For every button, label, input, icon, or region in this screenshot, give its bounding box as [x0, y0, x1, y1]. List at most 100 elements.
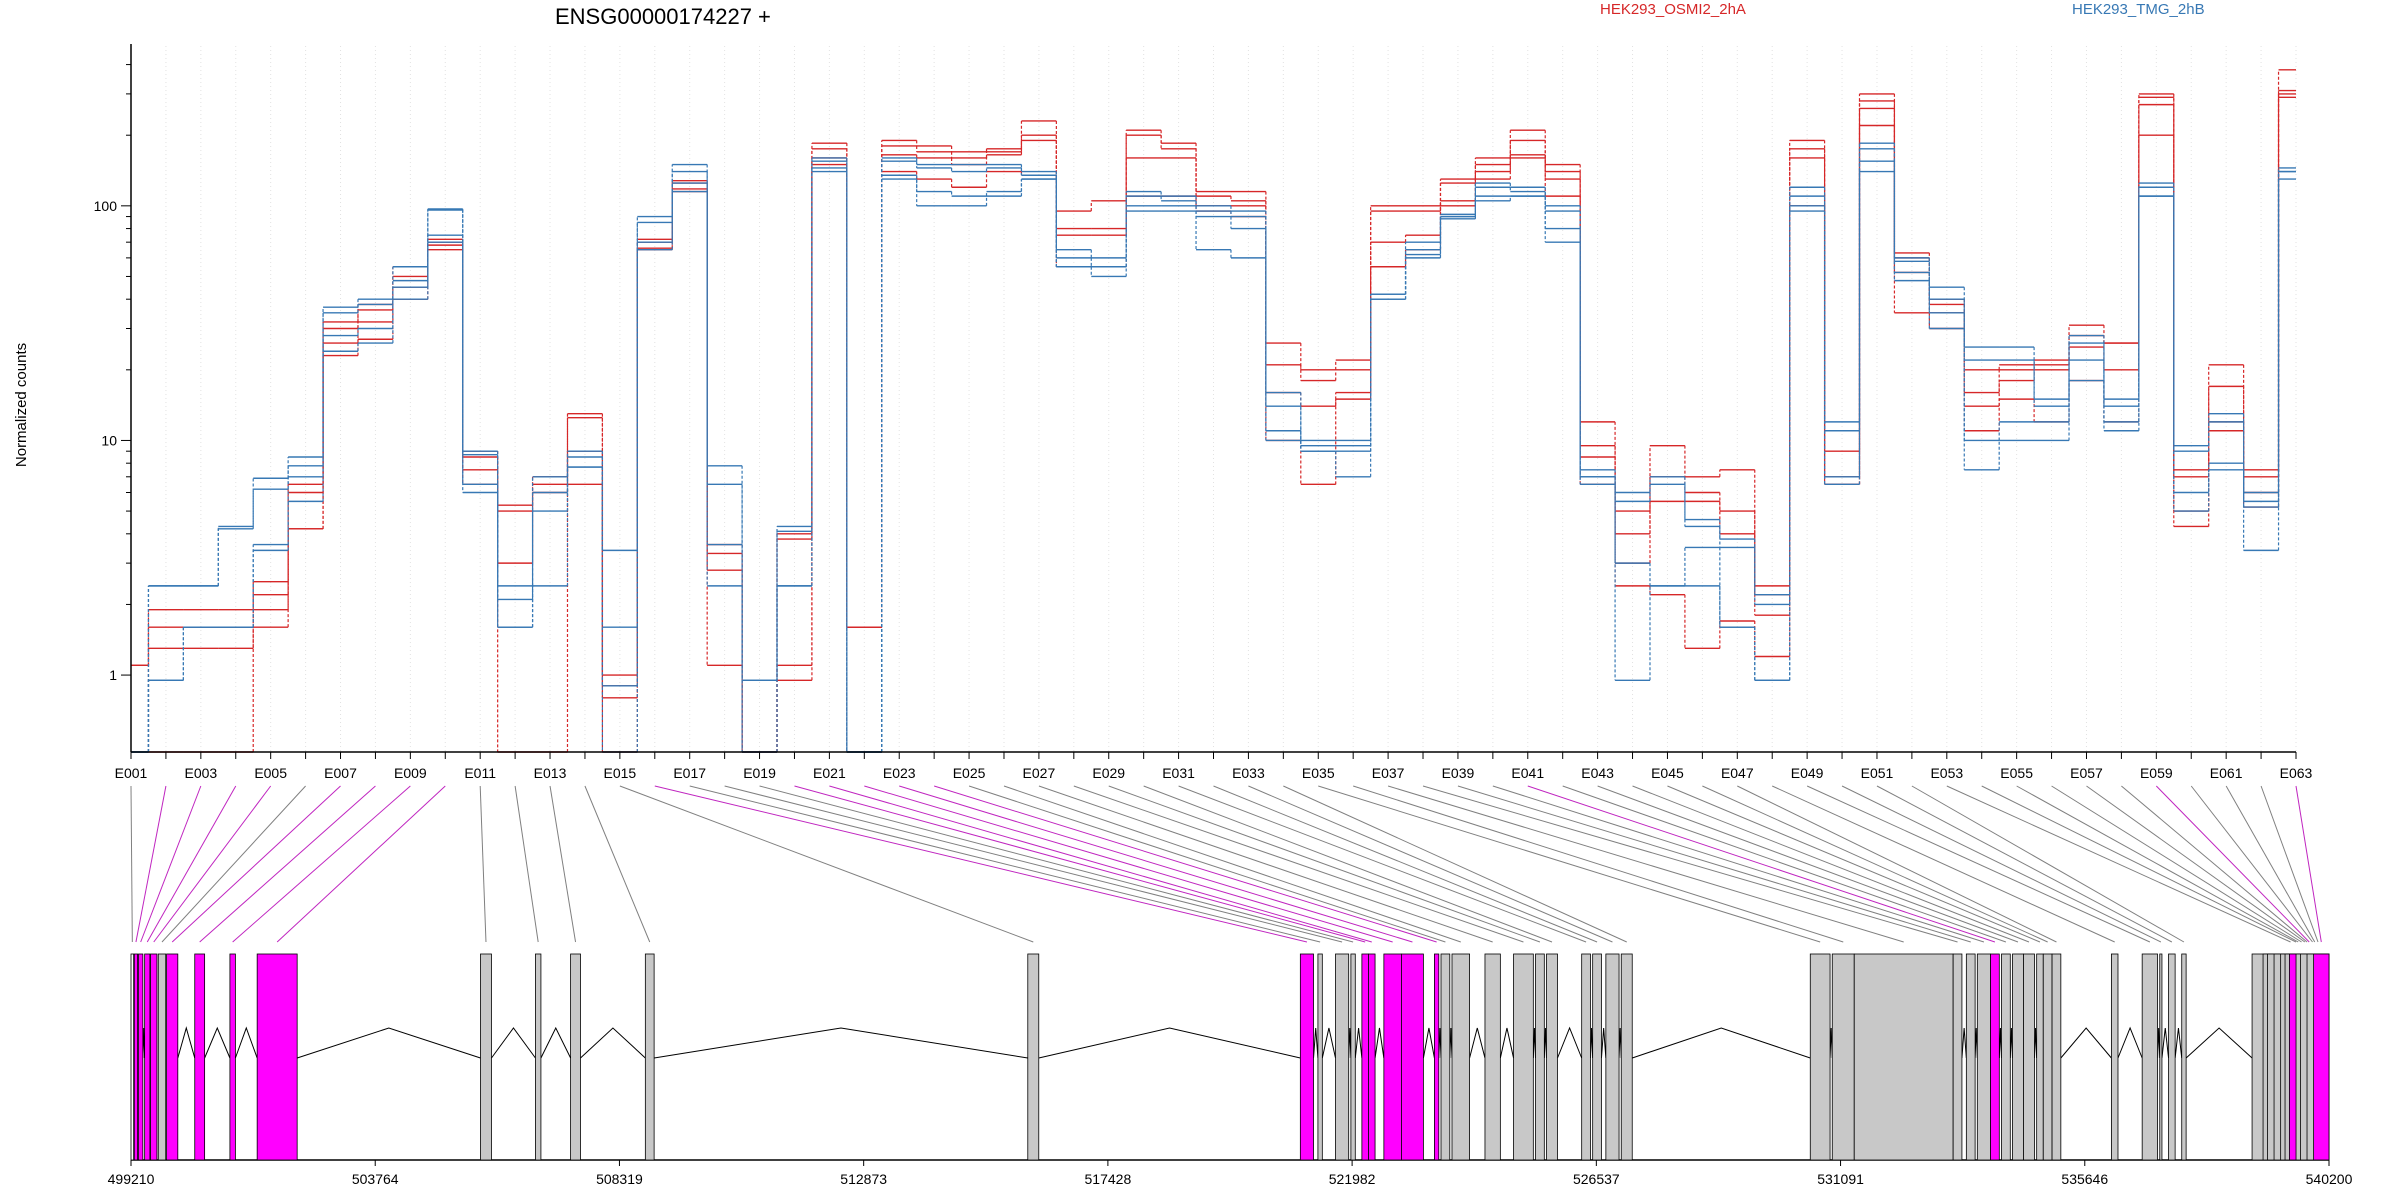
gene-exon-e052	[2181, 953, 2187, 1161]
exon-connector-e021	[829, 785, 1372, 943]
intron-chevron	[1600, 1027, 1607, 1059]
intron-chevron	[491, 1027, 536, 1059]
exon-connector-e026	[1003, 785, 1461, 943]
intron-chevron	[1557, 1026, 1583, 1059]
x-tick-label-e057: E057	[2070, 765, 2103, 781]
exon-connector-e048	[1772, 785, 2115, 943]
x-tick-label-e035: E035	[1302, 765, 1335, 781]
intron-chevron	[580, 1027, 646, 1059]
gene-exon-e010	[256, 953, 298, 1161]
x-tick-label-e001: E001	[115, 765, 148, 781]
intron-chevron	[540, 1026, 572, 1059]
intron-chevron	[177, 1026, 196, 1059]
gene-exon-e030	[1546, 953, 1558, 1161]
gene-exon-e009	[229, 953, 236, 1161]
exon-connector-e013	[549, 785, 577, 943]
x-tick-label-e009: E009	[394, 765, 427, 781]
x-tick-label-e013: E013	[534, 765, 567, 781]
gene-exon-e028	[1513, 953, 1534, 1161]
exon-connector-e014	[584, 785, 651, 943]
x-tick-label-e017: E017	[673, 765, 706, 781]
gene-coordinate-label: 499210	[108, 1171, 155, 1187]
exon-connector-e007	[171, 785, 341, 943]
x-tick-label-e033: E033	[1232, 765, 1265, 781]
gene-exon-e007	[166, 953, 179, 1161]
gene-exon-e033	[1605, 953, 1620, 1161]
x-tick-label-e043: E043	[1581, 765, 1614, 781]
gene-exon-e025	[1440, 953, 1451, 1161]
exon-connector-e032	[1213, 785, 1598, 943]
gene-exon-e003	[138, 953, 144, 1161]
exon-connector-e001	[130, 785, 133, 943]
exon-connector-e009	[232, 785, 411, 943]
exon-connector-e056	[2051, 785, 2302, 943]
exon-connector-e045	[1667, 785, 2041, 943]
exon-connector-e053	[1946, 785, 2291, 943]
intron-chevron	[1038, 1027, 1301, 1059]
intron-chevron	[297, 1027, 481, 1059]
x-tick-label-e019: E019	[743, 765, 776, 781]
intron-chevron	[204, 1026, 231, 1059]
gene-exon-e036	[1831, 953, 1855, 1161]
y-axis-label: Normalized counts	[13, 343, 30, 467]
exon-connector-e008	[199, 785, 376, 943]
exon-connector-e030	[1143, 785, 1553, 943]
exon-connector-e004	[146, 785, 237, 943]
exon-connector-e023	[899, 785, 1413, 943]
exon-connector-e063	[2295, 785, 2322, 943]
gene-exon-e040	[1976, 953, 1991, 1161]
exon-connector-e015	[619, 785, 1034, 943]
gene-coordinate-label: 531091	[1817, 1171, 1864, 1187]
intron-chevron	[2060, 1027, 2112, 1059]
exon-connector-e025	[968, 785, 1446, 943]
exon-connector-e011	[479, 785, 487, 943]
gene-coordinate-label: 540200	[2306, 1171, 2353, 1187]
exon-connector-e003	[140, 785, 202, 943]
gene-coordinate-label: 512873	[840, 1171, 887, 1187]
x-tick-label-e029: E029	[1092, 765, 1125, 781]
chart-title: ENSG00000174227 +	[555, 4, 771, 29]
exon-connector-e022	[864, 785, 1393, 943]
x-tick-label-e041: E041	[1511, 765, 1544, 781]
gene-exon-e013	[570, 953, 581, 1161]
exon-connector-e010	[276, 785, 446, 943]
exon-connector-e028	[1073, 785, 1524, 943]
gene-model: 499210 503764 508319 512873 517428 521982 5265…	[108, 953, 2353, 1187]
x-tick-label-e015: E015	[604, 765, 637, 781]
intron-chevron	[2174, 1027, 2183, 1059]
intron-chevron	[1632, 1027, 1811, 1059]
exon-connector-e027	[1038, 785, 1493, 943]
gene-exon-e023	[1401, 953, 1424, 1161]
gene-exon-e043	[2012, 953, 2024, 1161]
intron-chevron	[1321, 1027, 1336, 1059]
x-tick-label-e063: E063	[2280, 765, 2313, 781]
exon-connector-e041	[1527, 785, 1996, 943]
gene-exon-e035	[1809, 953, 1831, 1161]
exon-connector-e017	[689, 785, 1321, 943]
exon-connector-e034	[1283, 785, 1627, 943]
gene-exon-e039	[1965, 953, 1976, 1161]
exon-connector-e058	[2121, 785, 2308, 943]
gene-exon-e006	[157, 953, 167, 1161]
gene-exon-e027	[1484, 953, 1501, 1161]
gene-exon-e032	[1592, 953, 1602, 1161]
y-tick-label-1: 1	[109, 667, 117, 683]
exon-connector-e047	[1737, 785, 2057, 943]
exon-connector-e012	[514, 785, 539, 943]
exon-connector-e061	[2225, 785, 2316, 943]
gene-exon-e046	[2042, 953, 2053, 1161]
x-tick-label-e007: E007	[324, 765, 357, 781]
gene-exon-e048	[2110, 953, 2119, 1161]
series-lines	[131, 69, 2296, 753]
exon-connector-e006	[161, 785, 306, 943]
exon-connector-e039	[1457, 785, 1971, 943]
gene-exon-e050	[2159, 953, 2163, 1161]
intron-chevron	[2185, 1027, 2253, 1059]
gene-exon-e031	[1581, 953, 1591, 1161]
exon-connector-e031	[1178, 785, 1587, 943]
x-tick-label-e021: E021	[813, 765, 846, 781]
gene-exon-e021	[1368, 953, 1376, 1161]
exon-connector-e042	[1562, 785, 2007, 943]
